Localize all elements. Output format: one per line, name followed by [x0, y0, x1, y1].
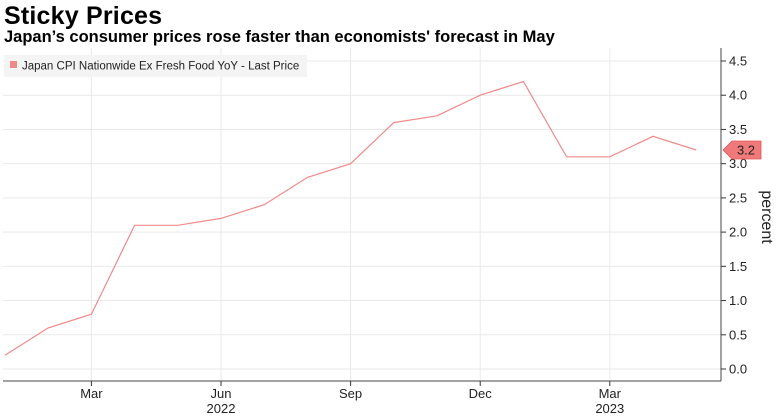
y-axis-label: percent	[758, 190, 775, 244]
y-tick-label: 2.5	[729, 190, 747, 205]
y-tick-label: 3.0	[729, 156, 747, 171]
x-year-label: 2022	[207, 401, 236, 416]
y-tick-label: 4.0	[729, 88, 747, 103]
series-line	[4, 80, 697, 356]
y-tick-label: 0.0	[729, 362, 747, 377]
legend: Japan CPI Nationwide Ex Fresh Food YoY -…	[4, 55, 307, 77]
last-value-label: 3.2	[737, 142, 755, 157]
x-tick-label: Dec	[469, 386, 493, 401]
y-tick-label: 1.0	[729, 293, 747, 308]
legend-label: Japan CPI Nationwide Ex Fresh Food YoY -…	[22, 61, 299, 73]
y-tick-label: 2.0	[729, 225, 747, 240]
x-year-label: 2023	[595, 401, 624, 416]
chart-title: Sticky Prices	[4, 2, 163, 30]
x-tick-label: Jun	[211, 386, 232, 401]
series-layer: 3.2	[4, 80, 762, 356]
gridlines	[3, 48, 721, 381]
y-tick-label: 0.5	[729, 327, 747, 342]
y-tick-label: 4.5	[729, 54, 747, 69]
axes: 0.0 0.5 1.0 1.5 2.0 2.5 3.0 3.5 4.0 4.5 Mar Jun Sep D…	[3, 48, 775, 416]
x-tick-label: Mar	[80, 386, 103, 401]
y-tick-label: 1.5	[729, 259, 747, 274]
last-value-marker	[722, 140, 762, 160]
x-tick-label: Sep	[339, 386, 362, 401]
x-tick-label: Mar	[599, 386, 622, 401]
y-tick-label: 3.5	[729, 122, 747, 137]
chart-subtitle: Japan’s consumer prices rose faster than…	[4, 28, 555, 46]
legend-swatch	[10, 61, 17, 68]
legend-box	[4, 55, 307, 77]
